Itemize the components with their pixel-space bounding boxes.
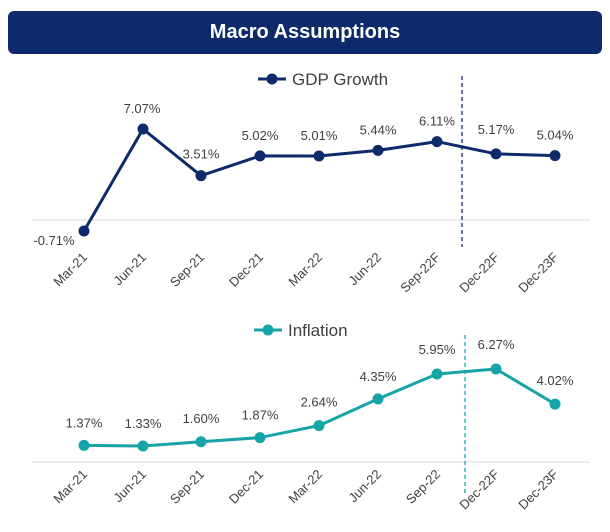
page-title: Macro Assumptions — [209, 21, 401, 43]
data-point — [195, 436, 207, 448]
data-point — [490, 148, 502, 160]
x-tick-label: Dec-21 — [226, 250, 266, 290]
data-label: 5.17% — [478, 122, 515, 137]
data-label: 3.51% — [183, 147, 220, 162]
series-line — [82, 127, 556, 232]
data-label: 1.60% — [183, 411, 220, 426]
x-tick-label: Mar-22 — [285, 250, 325, 290]
data-point — [431, 368, 443, 380]
x-tick-label: Sep-21 — [167, 467, 207, 507]
data-point — [431, 136, 443, 148]
data-label: 1.33% — [125, 416, 162, 431]
x-tick-label: Dec-23F — [515, 466, 561, 512]
data-point — [137, 440, 149, 452]
data-point — [549, 150, 561, 162]
x-tick-label: Jun-22 — [345, 250, 384, 289]
data-label: 5.02% — [242, 128, 279, 143]
page-title-banner: Macro Assumptions — [8, 11, 602, 54]
x-tick-label: Sep-21 — [167, 250, 207, 290]
x-tick-label: Sep-22 — [403, 467, 443, 507]
x-tick-label: Dec-22F — [456, 249, 502, 295]
x-tick-label: Jun-21 — [110, 467, 149, 506]
x-tick-label: Dec-23F — [515, 249, 561, 295]
data-point — [549, 398, 561, 410]
legend-marker — [262, 324, 274, 336]
data-point — [313, 420, 325, 432]
data-point — [313, 150, 325, 162]
data-label: 5.44% — [360, 122, 397, 137]
x-tick-label: Jun-21 — [110, 250, 149, 289]
data-point — [372, 144, 384, 156]
data-label: 4.02% — [537, 373, 574, 388]
data-point — [490, 363, 502, 375]
data-point — [195, 170, 207, 182]
data-label: 5.95% — [419, 342, 456, 357]
data-point — [78, 439, 90, 451]
data-label: 6.27% — [478, 337, 515, 352]
x-tick-label: Mar-21 — [50, 250, 90, 290]
x-tick-label: Sep-22F — [397, 249, 443, 295]
x-tick-label: Mar-22 — [285, 467, 325, 507]
data-label: 1.87% — [242, 408, 279, 423]
x-tick-label: Mar-21 — [50, 467, 90, 507]
data-label: 5.04% — [537, 128, 574, 143]
legend-label: GDP Growth — [292, 70, 388, 89]
legend-marker — [266, 73, 278, 85]
data-point — [137, 123, 149, 135]
x-tick-label: Jun-22 — [345, 467, 384, 506]
data-point — [254, 150, 266, 162]
data-label: 4.35% — [360, 369, 397, 384]
x-tick-label: Dec-21 — [226, 467, 266, 507]
data-point — [254, 432, 266, 444]
data-point — [78, 225, 90, 237]
data-point — [372, 393, 384, 405]
legend-label: Inflation — [288, 321, 348, 340]
data-label: 2.64% — [301, 395, 338, 410]
data-label: 7.07% — [124, 101, 161, 116]
x-tick-label: Dec-22F — [456, 466, 502, 512]
data-label: 5.01% — [301, 128, 338, 143]
data-label: 6.11% — [419, 114, 455, 129]
data-label: 1.37% — [66, 415, 103, 430]
data-label: -0.71% — [33, 233, 75, 248]
